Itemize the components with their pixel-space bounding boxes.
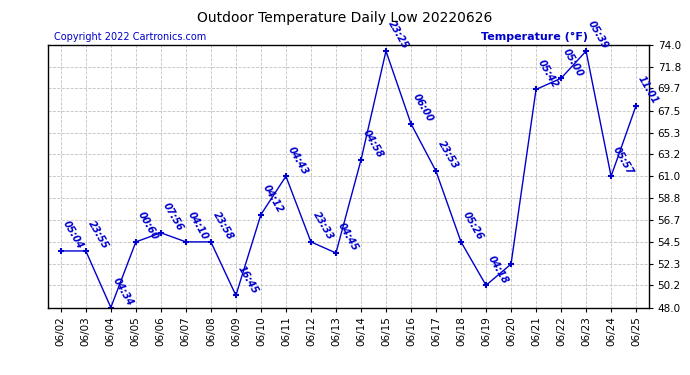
Text: 04:45: 04:45 [336,221,360,253]
Text: 05:26: 05:26 [461,210,485,242]
Text: 07:56: 07:56 [161,201,185,233]
Text: 11:01: 11:01 [636,74,660,106]
Text: 06:00: 06:00 [411,92,435,124]
Text: Temperature (°F): Temperature (°F) [480,32,587,42]
Text: 04:12: 04:12 [261,183,285,214]
Text: 04:43: 04:43 [286,144,310,176]
Text: 04:10: 04:10 [186,210,210,242]
Text: 05:39: 05:39 [586,20,610,51]
Text: 04:58: 04:58 [361,128,385,160]
Text: 05:04: 05:04 [61,219,85,251]
Text: 05:42: 05:42 [536,58,560,89]
Text: 23:53: 23:53 [436,140,460,171]
Text: 23:58: 23:58 [211,210,235,242]
Text: 00:60: 00:60 [136,210,160,242]
Text: Outdoor Temperature Daily Low 20220626: Outdoor Temperature Daily Low 20220626 [197,11,493,25]
Text: 23:33: 23:33 [311,210,335,242]
Text: 05:57: 05:57 [611,144,635,176]
Text: 23:25: 23:25 [386,20,410,51]
Text: 16:45: 16:45 [236,264,260,296]
Text: 23:55: 23:55 [86,219,110,251]
Text: Copyright 2022 Cartronics.com: Copyright 2022 Cartronics.com [55,32,206,42]
Text: 05:00: 05:00 [561,46,585,78]
Text: 04:18: 04:18 [486,254,510,285]
Text: 04:34: 04:34 [111,276,135,308]
